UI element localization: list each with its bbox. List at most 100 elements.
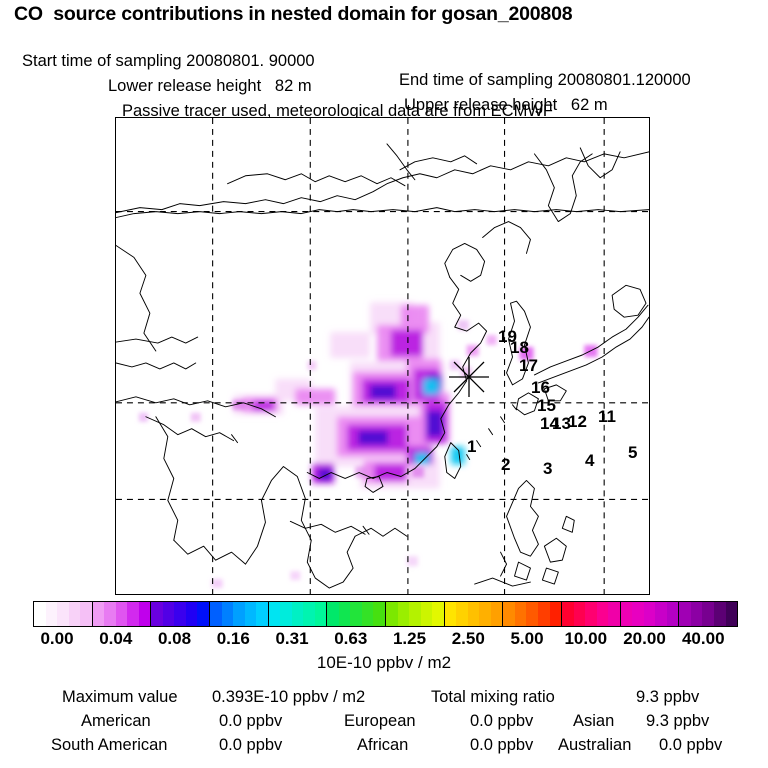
colorbar-tick-labels: 0.00 0.04 0.08 0.16 0.31 0.63 1.25 2.50 5.00 10.0… bbox=[0, 629, 768, 651]
station-label-19: 19 bbox=[498, 327, 517, 346]
colorbar-step bbox=[80, 602, 92, 626]
colorbar-step bbox=[151, 602, 163, 626]
colorbar-step bbox=[34, 602, 46, 626]
station-label-2: 2 bbox=[501, 455, 511, 474]
colorbar-step bbox=[420, 602, 433, 626]
station-label-16: 16 bbox=[531, 378, 550, 397]
total-mixing-label: Total mixing ratio bbox=[431, 688, 555, 706]
station-label-5: 5 bbox=[628, 443, 638, 462]
european-value: 0.0 ppbv bbox=[470, 712, 534, 730]
colorbar-tick-0.08: 0.08 bbox=[157, 629, 192, 648]
colorbar[interactable] bbox=[33, 601, 738, 627]
colorbar-step bbox=[467, 602, 480, 626]
colorbar-step bbox=[233, 602, 245, 626]
colorbar-segment-2 bbox=[150, 602, 209, 626]
colorbar-step bbox=[210, 602, 222, 626]
station-label-15: 15 bbox=[537, 396, 556, 415]
station-label-1: 1 bbox=[467, 437, 477, 456]
station-label-18: 18 bbox=[510, 338, 529, 357]
colorbar-step bbox=[549, 602, 562, 626]
colorbar-step bbox=[174, 602, 186, 626]
australian-value: 0.0 ppbv bbox=[659, 736, 723, 754]
colorbar-segment-4 bbox=[267, 602, 327, 626]
colorbar-step bbox=[632, 602, 644, 626]
colorbar-step bbox=[185, 602, 198, 626]
colorbar-segment-8 bbox=[502, 602, 562, 626]
colorbar-segment-1 bbox=[91, 602, 151, 626]
colorbar-step bbox=[68, 602, 81, 626]
station-label-14: 14 bbox=[540, 414, 559, 433]
sampling-time-row: Start time of sampling 20080801. 90000 E… bbox=[0, 33, 768, 109]
colorbar-step bbox=[244, 602, 257, 626]
colorbar-step bbox=[573, 602, 586, 626]
south-american-value: 0.0 ppbv bbox=[219, 736, 283, 754]
map-canvas bbox=[116, 118, 649, 594]
end-time-label: End time of sampling 20080801.120000 bbox=[399, 71, 691, 89]
colorbar-step bbox=[303, 602, 315, 626]
station-label-12: 12 bbox=[568, 412, 587, 431]
colorbar-step bbox=[537, 602, 550, 626]
colorbar-step bbox=[679, 602, 691, 626]
stats-row-continent-2: South American 0.0 ppbv African 0.0 ppbv… bbox=[0, 736, 768, 758]
colorbar-step bbox=[514, 602, 527, 626]
colorbar-step bbox=[596, 602, 609, 626]
total-mixing-value: 9.3 ppbv bbox=[636, 688, 700, 706]
colorbar-step bbox=[104, 602, 116, 626]
colorbar-step bbox=[608, 602, 620, 626]
colorbar-step bbox=[690, 602, 703, 626]
station-label-11: 11 bbox=[598, 407, 616, 426]
colorbar-step bbox=[361, 602, 374, 626]
colorbar-tick-0.16: 0.16 bbox=[216, 629, 250, 648]
colorbar-tick-0.04: 0.04 bbox=[99, 629, 133, 648]
colorbar-tick-5.00: 5.00 bbox=[510, 629, 544, 648]
release-site-star-icon bbox=[449, 357, 489, 397]
colorbar-step bbox=[397, 602, 410, 626]
concentration-field bbox=[233, 302, 465, 489]
colorbar-step bbox=[386, 602, 398, 626]
colorbar-step bbox=[338, 602, 351, 626]
colorbar-step bbox=[197, 602, 209, 626]
station-label-13: 13 bbox=[552, 414, 571, 433]
colorbar-segment-0 bbox=[34, 602, 92, 626]
colorbar-step bbox=[221, 602, 234, 626]
colorbar-segment-7 bbox=[443, 602, 503, 626]
colorbar-unit-label: 10E-10 ppbv / m2 bbox=[316, 653, 452, 672]
colorbar-step bbox=[666, 602, 679, 626]
colorbar-step bbox=[314, 602, 327, 626]
graticule-grid bbox=[116, 118, 649, 594]
station-label-3: 3 bbox=[543, 459, 553, 478]
colorbar-step bbox=[268, 602, 281, 626]
colorbar-tick-0.63: 0.63 bbox=[334, 629, 368, 648]
colorbar-step bbox=[291, 602, 304, 626]
maximum-value-label: Maximum value bbox=[62, 688, 178, 706]
colorbar-step bbox=[373, 602, 386, 626]
colorbar-tick-40.00: 40.00 bbox=[681, 629, 725, 648]
map-panel[interactable]: 1 2 3 4 5 11 12 13 14 15 16 17 18 19 bbox=[115, 117, 650, 595]
colorbar-tick-2.50: 2.50 bbox=[451, 629, 485, 648]
colorbar-segment-10 bbox=[619, 602, 679, 626]
maximum-value: 0.393E-10 ppbv / m2 bbox=[212, 688, 366, 706]
colorbar-step bbox=[45, 602, 58, 626]
colorbar-step bbox=[702, 602, 714, 626]
colorbar-step bbox=[490, 602, 503, 626]
colorbar-step bbox=[127, 602, 139, 626]
american-label: American bbox=[81, 712, 151, 730]
colorbar-segment-6 bbox=[385, 602, 444, 626]
south-american-label: South American bbox=[51, 736, 168, 754]
colorbar-step bbox=[643, 602, 656, 626]
american-value: 0.0 ppbv bbox=[219, 712, 283, 730]
african-value: 0.0 ppbv bbox=[470, 736, 534, 754]
colorbar-step bbox=[620, 602, 633, 626]
colorbar-step bbox=[503, 602, 515, 626]
method-note-label: Passive tracer used, meteorological data… bbox=[122, 102, 553, 120]
colorbar-step bbox=[327, 602, 339, 626]
station-label-4: 4 bbox=[585, 451, 595, 470]
colorbar-step bbox=[585, 602, 597, 626]
colorbar-step bbox=[713, 602, 726, 626]
colorbar-step bbox=[280, 602, 292, 626]
colorbar-step bbox=[57, 602, 69, 626]
stats-row-continent-1: American 0.0 ppbv European 0.0 ppbv Asia… bbox=[0, 712, 768, 734]
method-note-row: Passive tracer used, meteorological data… bbox=[0, 83, 768, 140]
colorbar-step bbox=[350, 602, 362, 626]
